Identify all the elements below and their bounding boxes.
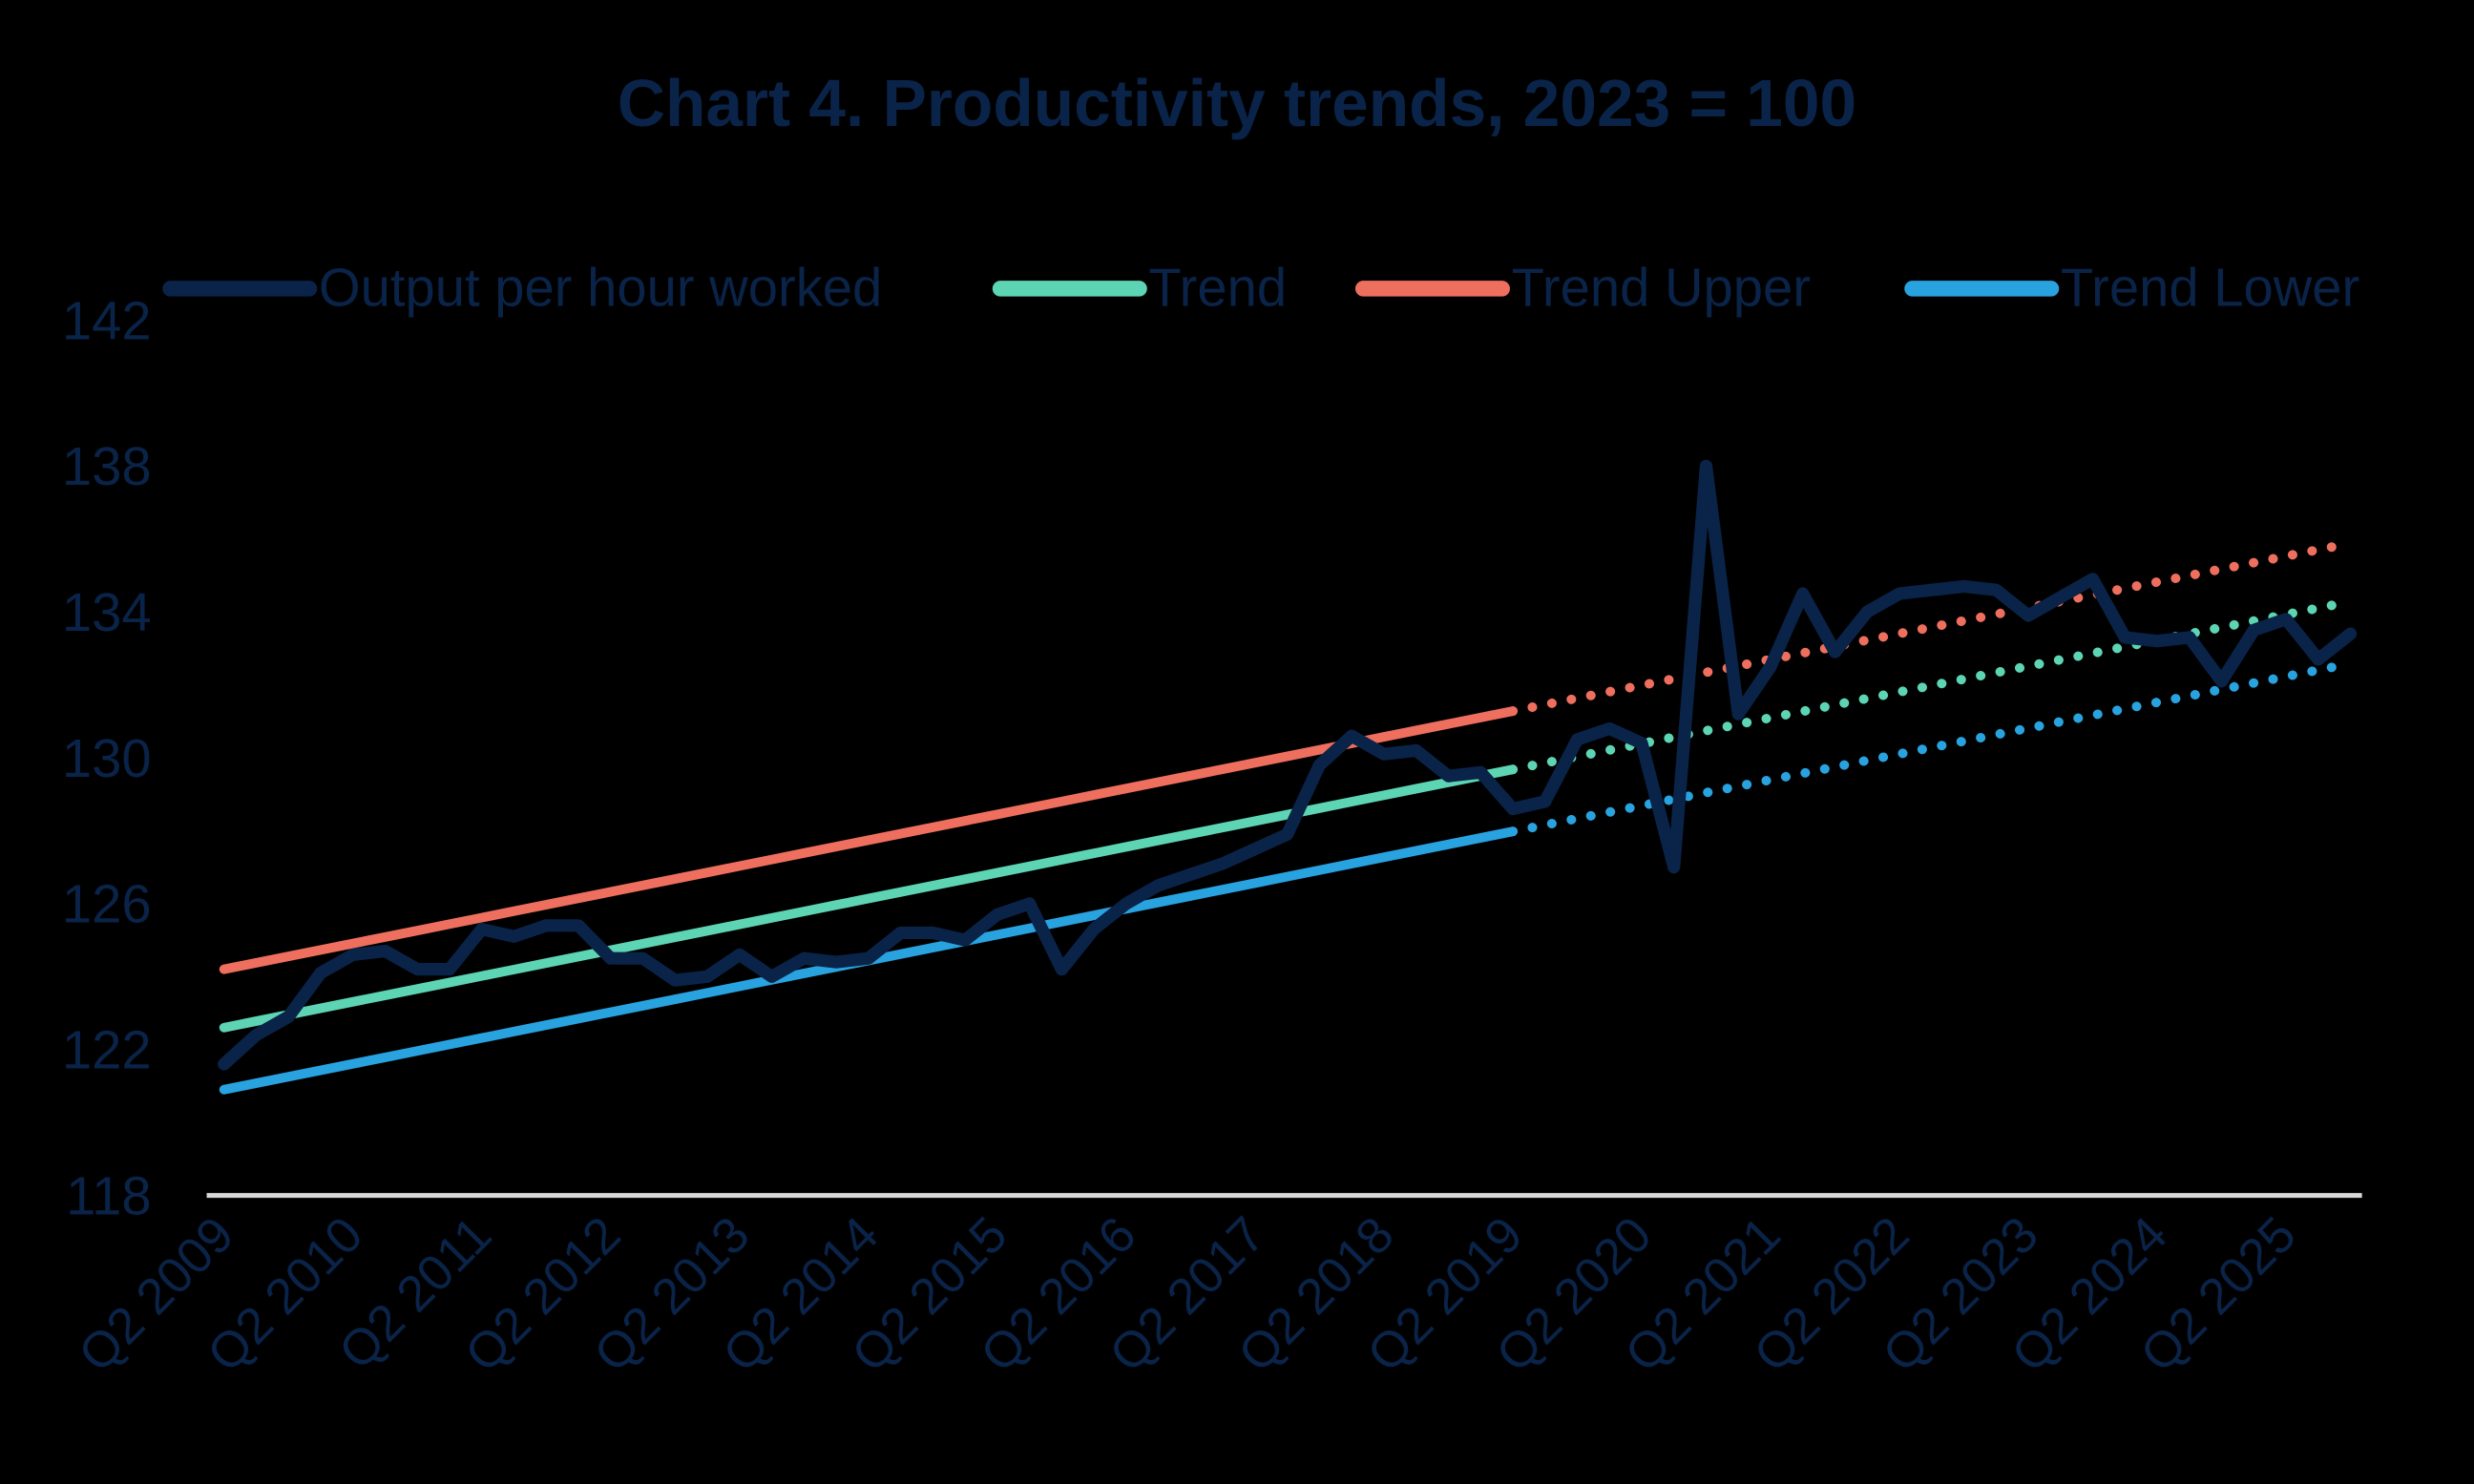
y-tick-label: 142	[62, 290, 152, 350]
trend-line-solid	[219, 706, 1518, 974]
trend-line-solid	[219, 764, 1518, 1033]
legend-label: Trend Upper	[1512, 258, 1811, 318]
legend-item: Output per hour worked	[162, 258, 882, 318]
y-tick-label: 130	[62, 728, 152, 788]
legend-label: Trend Lower	[2061, 258, 2359, 318]
y-tick-label: 134	[62, 582, 152, 642]
chart-title: Chart 4. Productivity trends, 2023 = 100	[618, 66, 1856, 140]
y-tick-label: 126	[62, 874, 152, 934]
legend-item: Trend Upper	[1354, 258, 1811, 318]
legend-item: Trend	[992, 258, 1287, 318]
y-tick-label: 138	[62, 436, 152, 496]
y-tick-label: 122	[62, 1020, 152, 1080]
trend-line-projected	[1507, 538, 2356, 717]
legend-label: Output per hour worked	[319, 258, 882, 318]
legend: Output per hour worked Trend Trend Upper Tr…	[162, 258, 2359, 318]
output-per-hour-line	[218, 459, 2358, 1071]
plot-area	[218, 459, 2358, 1095]
trend-line-projected	[1507, 596, 2356, 775]
legend-item: Trend Lower	[1904, 258, 2359, 318]
y-tick-label: 118	[66, 1165, 152, 1225]
legend-label: Trend	[1148, 258, 1287, 318]
y-axis: 118 122 126 130 134 138 142	[62, 290, 152, 1225]
